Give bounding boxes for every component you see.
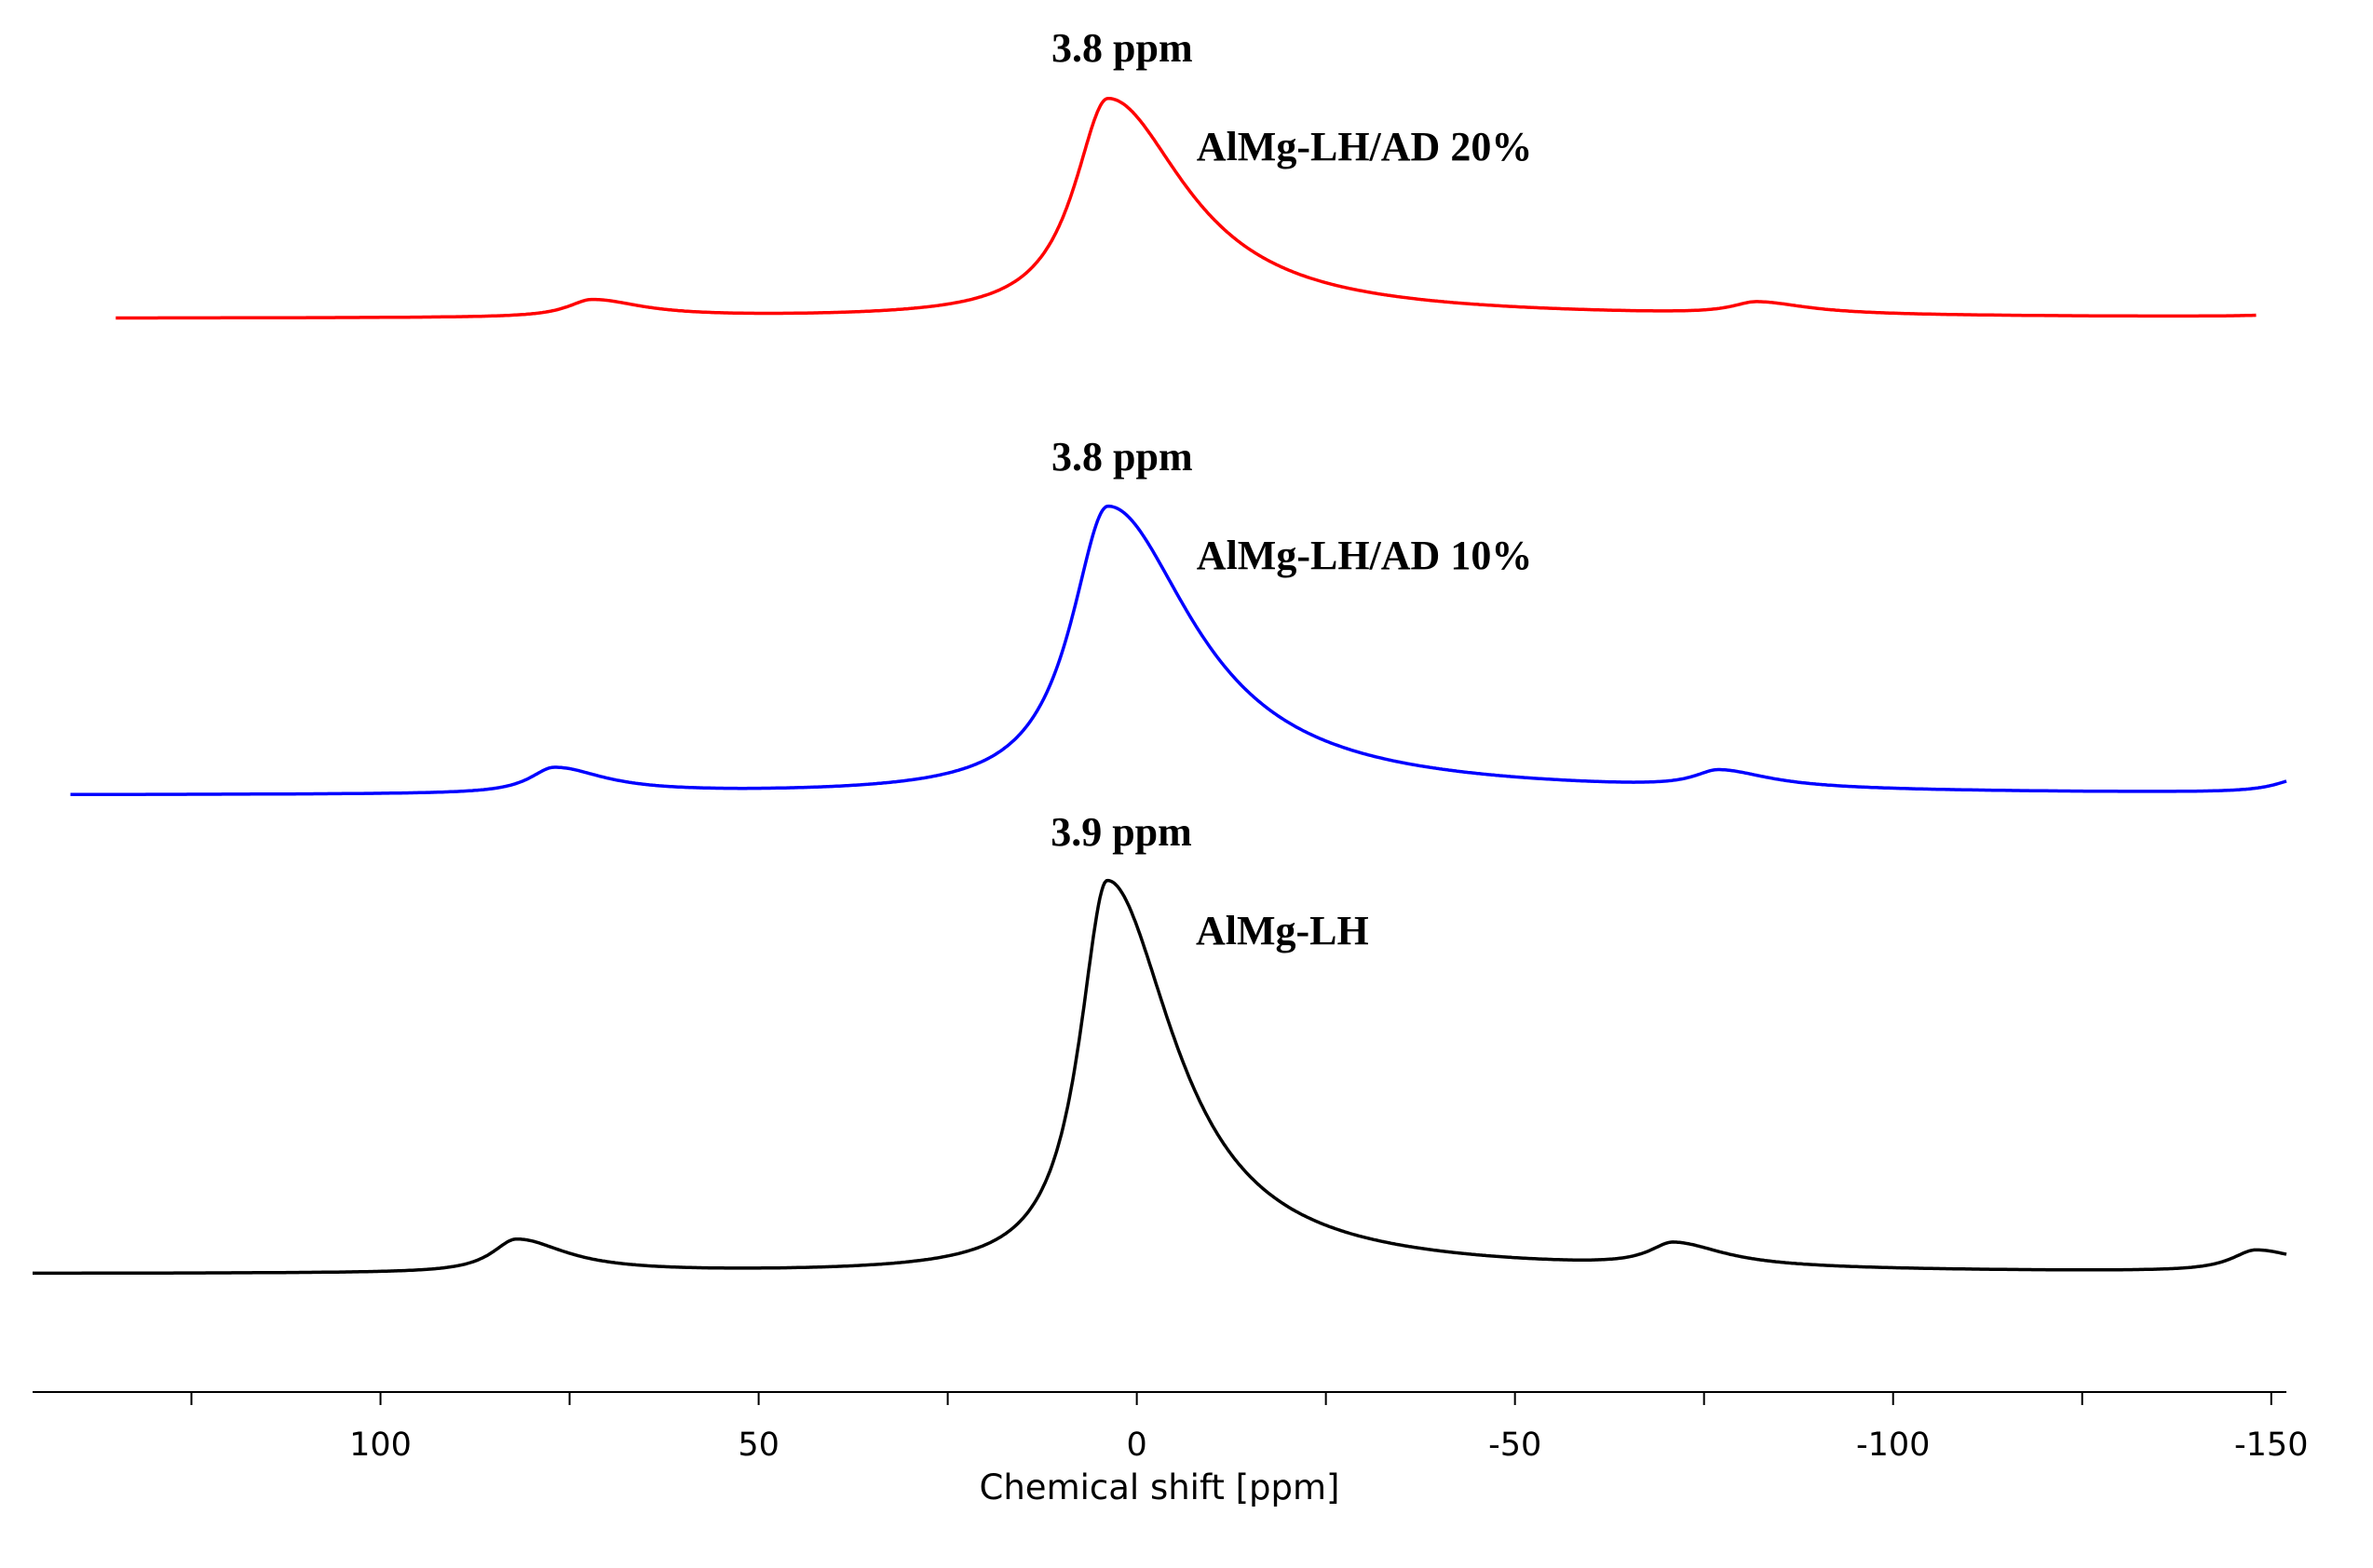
- x-tick-label: 50: [738, 1426, 780, 1464]
- peak-annotation-2: 3.8 ppm: [1051, 434, 1193, 480]
- peak-annotation-1: 3.8 ppm: [1051, 25, 1193, 71]
- x-tick-label: 100: [349, 1426, 412, 1464]
- x-tick-label: -150: [2234, 1426, 2308, 1464]
- x-tick-label: -100: [1856, 1426, 1930, 1464]
- series-label-1: AlMg-LH/AD 20%: [1197, 124, 1533, 169]
- x-tick-label: -50: [1488, 1426, 1541, 1464]
- spectrum-line-1: [115, 96, 2257, 320]
- x-tick-label: 0: [1126, 1426, 1146, 1464]
- x-axis-title: Chemical shift [ppm]: [980, 1467, 1340, 1507]
- spectra-group: [32, 96, 2287, 1276]
- series-label-2: AlMg-LH/AD 10%: [1197, 533, 1533, 578]
- spectrum-line-3: [32, 878, 2287, 1276]
- series-label-3: AlMg-LH: [1196, 908, 1369, 953]
- peak-annotation-3: 3.9 ppm: [1051, 809, 1192, 855]
- x-axis: 100 50 0 -50 -100 -150 Chemical shift [ppm]: [33, 1391, 2308, 1507]
- annotations-group: 3.8 ppm AlMg-LH/AD 20% 3.8 ppm AlMg-LH/AD 1…: [1051, 25, 1532, 953]
- spectrum-line-2: [70, 504, 2287, 797]
